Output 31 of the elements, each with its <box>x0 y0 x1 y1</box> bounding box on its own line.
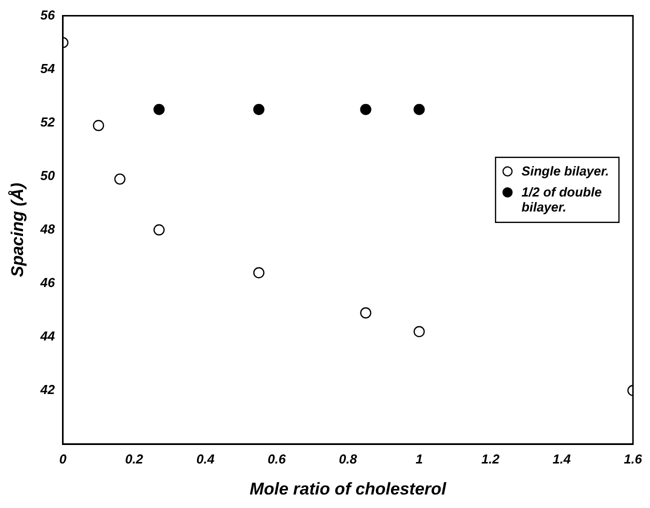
x-tick-label: 1.2 <box>481 451 500 466</box>
point <box>360 307 372 318</box>
x-axis-title: Mole ratio of cholesterol <box>250 479 448 498</box>
point <box>360 104 372 116</box>
x-tick-label: 0.8 <box>338 451 358 466</box>
y-tick-label: 52 <box>40 114 56 130</box>
point <box>153 104 165 116</box>
x-tick-label: 0.2 <box>125 451 144 466</box>
y-tick-label: 48 <box>39 221 56 236</box>
y-tick-label: 46 <box>39 275 56 290</box>
point <box>414 104 425 116</box>
x-tick-label: 1 <box>416 451 423 466</box>
point <box>92 120 104 132</box>
x-tick-label: 0 <box>59 451 68 466</box>
legend-label: Single bilayer. <box>522 163 609 178</box>
point <box>153 224 165 236</box>
y-tick-label: 50 <box>40 168 56 183</box>
point <box>253 267 264 278</box>
y-tick-label: 56 <box>40 7 56 22</box>
point <box>414 326 425 338</box>
y-tick-label: 42 <box>39 382 56 398</box>
point <box>114 173 126 185</box>
x-tick-label: 1.4 <box>552 451 572 466</box>
y-axis-title: Spacing (Å) <box>8 182 27 278</box>
x-tick-label: 1.6 <box>624 451 643 466</box>
x-tick-label: 0.6 <box>268 451 286 466</box>
legend-label: 1/2 of double bilayer. <box>522 184 602 214</box>
y-tick-label: 54 <box>40 60 56 76</box>
y-tick-label: 44 <box>39 328 56 344</box>
point <box>253 104 264 116</box>
x-tick-label: 0.4 <box>196 451 216 466</box>
